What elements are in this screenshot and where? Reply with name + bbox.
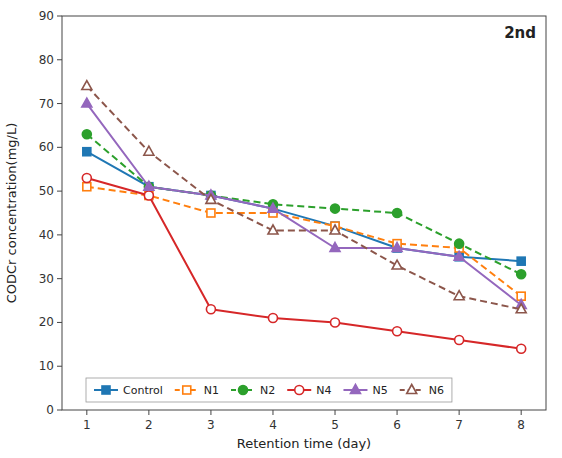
- y-tick-label: 10: [39, 359, 54, 373]
- y-tick: [57, 16, 62, 17]
- point: [393, 209, 402, 218]
- point: [82, 173, 91, 182]
- point: [393, 327, 402, 336]
- x-tick-label: 5: [331, 418, 339, 432]
- legend-label: N1: [204, 384, 219, 397]
- point: [392, 260, 402, 269]
- point: [144, 181, 154, 190]
- point: [82, 81, 92, 90]
- x-tick: [521, 410, 522, 415]
- y-tick-label: 90: [39, 9, 54, 23]
- legend-item: N4: [287, 384, 331, 397]
- series-line: [87, 178, 521, 349]
- point: [268, 225, 278, 234]
- annotation: 2nd: [504, 24, 536, 42]
- y-tick: [57, 410, 62, 411]
- x-tick: [272, 410, 273, 415]
- y-tick: [57, 366, 62, 367]
- y-tick-label: 70: [39, 97, 54, 111]
- legend-box: [86, 378, 452, 402]
- x-tick: [86, 410, 87, 415]
- x-tick-label: 8: [517, 418, 525, 432]
- y-tick: [57, 59, 62, 60]
- point: [517, 270, 526, 279]
- legend-label: N4: [316, 384, 331, 397]
- x-tick: [210, 410, 211, 415]
- legend-label: N5: [372, 384, 387, 397]
- legend-marker: [183, 386, 191, 394]
- plot-area: [82, 81, 526, 354]
- x-tick-label: 6: [393, 418, 401, 432]
- legend-marker: [239, 386, 248, 395]
- point: [82, 130, 91, 139]
- series-line: [87, 104, 521, 305]
- x-tick: [335, 410, 336, 415]
- x-tick: [397, 410, 398, 415]
- point: [455, 239, 464, 248]
- point: [454, 251, 464, 260]
- y-tick: [57, 191, 62, 192]
- x-tick-label: 3: [207, 418, 215, 432]
- y-tick: [57, 234, 62, 235]
- point: [83, 148, 91, 156]
- y-axis-label: CODCr concentration(mg/L): [4, 123, 19, 304]
- point: [331, 204, 340, 213]
- legend-marker: [350, 385, 360, 394]
- point: [454, 291, 464, 300]
- y-tick-label: 50: [39, 184, 54, 198]
- point: [330, 243, 340, 252]
- point: [145, 191, 153, 199]
- point: [144, 191, 153, 200]
- point: [392, 243, 402, 252]
- legend-label: Control: [123, 384, 163, 397]
- y-tick-label: 60: [39, 140, 54, 154]
- y-tick-label: 40: [39, 228, 54, 242]
- point: [516, 304, 526, 313]
- y-tick: [57, 103, 62, 104]
- axes: 123456780102030405060708090: [39, 9, 525, 432]
- x-tick: [148, 410, 149, 415]
- x-tick-label: 4: [269, 418, 277, 432]
- legend-item: N2: [231, 384, 275, 397]
- point: [206, 194, 216, 203]
- y-tick: [57, 278, 62, 279]
- point: [517, 257, 525, 265]
- y-tick: [57, 322, 62, 323]
- series-line: [87, 134, 521, 274]
- point: [144, 146, 154, 155]
- point: [455, 335, 464, 344]
- series-line: [87, 86, 521, 309]
- point: [268, 203, 278, 212]
- point: [207, 209, 215, 217]
- x-tick-label: 2: [145, 418, 153, 432]
- x-tick-label: 1: [83, 418, 91, 432]
- legend-label: N2: [260, 384, 275, 397]
- legend-label: N6: [429, 384, 444, 397]
- y-tick: [57, 147, 62, 148]
- legend: Control N1 N2 N4 N5 N6: [86, 378, 452, 402]
- x-tick-label: 7: [455, 418, 463, 432]
- legend-marker: [407, 385, 417, 394]
- point: [83, 183, 91, 191]
- y-tick-label: 20: [39, 315, 54, 329]
- point: [331, 318, 340, 327]
- legend-marker: [295, 386, 304, 395]
- point: [517, 344, 526, 353]
- x-axis-label: Retention time (day): [237, 436, 371, 451]
- legend-item: N5: [343, 384, 387, 397]
- point: [82, 98, 92, 107]
- point: [268, 314, 277, 323]
- chart: 123456780102030405060708090Retention tim…: [0, 0, 562, 458]
- legend-item: N6: [400, 384, 444, 397]
- point: [330, 225, 340, 234]
- point: [206, 305, 215, 314]
- y-tick-label: 0: [46, 403, 54, 417]
- legend-item: Control: [94, 384, 163, 397]
- y-tick-label: 30: [39, 272, 54, 286]
- legend-marker: [102, 386, 110, 394]
- plot-frame: [62, 16, 546, 410]
- legend-item: N1: [175, 384, 219, 397]
- y-tick-label: 80: [39, 53, 54, 67]
- x-tick: [459, 410, 460, 415]
